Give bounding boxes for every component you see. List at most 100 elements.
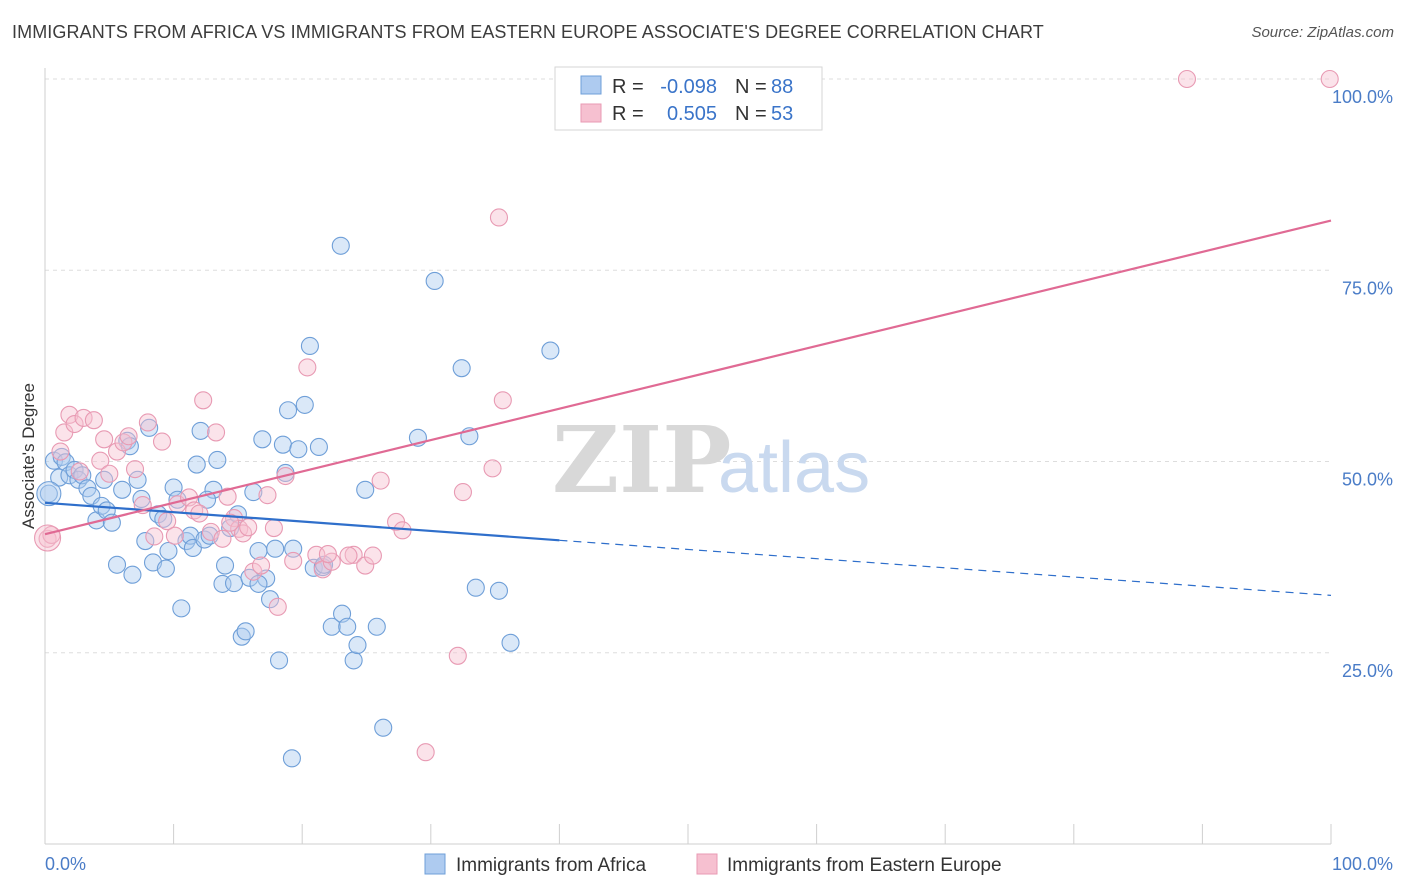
europe-point: [107, 442, 127, 461]
europe-point: [65, 414, 84, 434]
europe-point: [34, 524, 62, 552]
y-tick-labels: 25.0% 50.0% 75.0% 100.0%: [1332, 87, 1393, 681]
trend-line-africa-projected: [559, 539, 1332, 596]
africa-point: [282, 749, 301, 768]
africa-point: [128, 470, 147, 489]
europe-point: [363, 546, 382, 565]
europe-point: [194, 391, 213, 410]
europe-point: [145, 527, 164, 546]
africa-point: [367, 617, 386, 636]
europe-point: [138, 413, 157, 432]
legend-label-africa: Immigrants from Africa: [456, 855, 646, 876]
africa-point: [132, 489, 151, 509]
europe-point: [70, 462, 89, 481]
africa-point: [215, 556, 235, 575]
africa-point: [123, 565, 142, 584]
europe-point: [239, 518, 258, 537]
africa-point: [322, 617, 341, 636]
africa-point: [187, 455, 206, 474]
europe-point: [125, 460, 145, 479]
watermark-zip: ZIP: [552, 406, 731, 514]
stats-n-label-europe: N =: [735, 103, 767, 125]
africa-point: [344, 651, 363, 670]
legend-swatch-africa: [424, 853, 446, 875]
trend-line-africa: [44, 501, 560, 542]
africa-point: [156, 559, 175, 578]
africa-point: [295, 395, 314, 414]
africa-point: [270, 651, 289, 670]
africa-point: [208, 450, 227, 470]
africa-point: [331, 236, 350, 255]
africa-point: [309, 437, 328, 457]
x-tick-label: 100.0%: [1332, 854, 1393, 874]
europe-point: [483, 459, 502, 478]
africa-point: [224, 574, 244, 593]
africa-point: [300, 336, 319, 356]
chart-source: Source: ZipAtlas.com: [1251, 24, 1394, 41]
watermark-atlas: atlas: [718, 428, 870, 508]
gridlines: [45, 78, 1331, 654]
africa-point: [236, 622, 255, 641]
europe-point: [165, 526, 184, 545]
stats-r-label-europe: R =: [612, 103, 644, 125]
watermark: ZIP atlas: [552, 406, 870, 514]
stats-n-label-africa: N =: [735, 76, 767, 98]
stats-r-value-africa: -0.098: [660, 76, 717, 98]
europe-point: [218, 487, 237, 506]
africa-point: [107, 555, 127, 574]
europe-point: [201, 522, 220, 541]
europe-point: [318, 545, 337, 564]
africa-point: [348, 636, 367, 655]
europe-point: [493, 391, 512, 410]
africa-point: [191, 421, 210, 440]
chart-title: IMMIGRANTS FROM AFRICA VS IMMIGRANTS FRO…: [12, 22, 1044, 42]
x-ticks: [44, 824, 1332, 844]
y-tick-label: 100.0%: [1332, 87, 1393, 107]
europe-point: [356, 556, 375, 575]
africa-point: [273, 435, 292, 454]
stats-r-label-africa: R =: [612, 76, 644, 98]
europe-point: [1320, 69, 1339, 89]
legend: Immigrants from Africa Immigrants from E…: [424, 853, 1002, 876]
europe-point: [258, 486, 277, 505]
europe-point: [416, 743, 435, 762]
europe-point: [284, 551, 303, 571]
africa-point: [541, 341, 560, 360]
x-tick-label: 0.0%: [45, 854, 86, 874]
africa-point: [60, 466, 79, 485]
europe-point: [453, 483, 473, 502]
africa-point: [489, 581, 509, 600]
africa-point: [172, 599, 191, 618]
europe-point: [213, 529, 232, 548]
africa-point: [113, 480, 132, 499]
europe-point: [51, 442, 70, 461]
africa-point: [136, 532, 155, 551]
y-tick-label: 25.0%: [1342, 661, 1393, 681]
africa-point: [501, 633, 520, 652]
y-tick-label: 50.0%: [1342, 470, 1393, 490]
europe-point: [95, 430, 114, 449]
stats-swatch-europe: [580, 103, 602, 123]
europe-point: [100, 464, 119, 483]
y-axis-title: Associate's Degree: [19, 383, 38, 529]
europe-point: [264, 519, 283, 538]
africa-point: [253, 430, 272, 449]
africa-point: [266, 539, 285, 558]
africa-point: [260, 590, 280, 609]
africa-point: [374, 718, 393, 737]
legend-label-europe: Immigrants from Eastern Europe: [727, 855, 1002, 876]
africa-point: [159, 541, 178, 561]
europe-point: [60, 405, 79, 424]
africa-point: [356, 480, 375, 499]
stats-swatch-africa: [580, 75, 602, 95]
europe-point: [91, 451, 110, 470]
europe-point: [251, 556, 271, 575]
europe-point: [489, 208, 509, 227]
stats-n-value-africa: 88: [771, 76, 793, 98]
europe-point: [84, 411, 103, 430]
europe-point: [298, 358, 317, 377]
y-tick-label: 75.0%: [1342, 278, 1393, 298]
europe-point: [206, 423, 226, 442]
stats-box: R = -0.098 N = 88 R = 0.505 N = 53: [554, 66, 823, 131]
